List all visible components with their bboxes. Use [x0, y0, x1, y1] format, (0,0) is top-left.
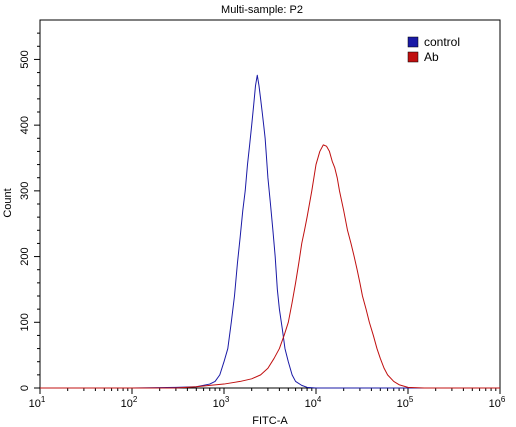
- y-tick-label: 300: [19, 182, 31, 200]
- y-tick-label: 400: [19, 116, 31, 134]
- y-tick-label: 500: [19, 50, 31, 68]
- legend: control Ab: [407, 35, 460, 64]
- axis-ticks: 101 102 103 104 105 106 0 100 200 300 400 500: [19, 32, 506, 410]
- legend-label-control: control: [424, 35, 460, 49]
- series-line-control: [40, 74, 500, 389]
- x-tick-label: 101: [29, 395, 46, 410]
- legend-swatch-ab: [407, 51, 419, 63]
- y-tick-label: 200: [19, 247, 31, 265]
- y-tick-label: 0: [19, 385, 31, 391]
- y-tick-label: 100: [19, 313, 31, 331]
- series-layer: [40, 74, 500, 389]
- legend-label-ab: Ab: [424, 50, 439, 64]
- x-tick-label: 104: [305, 395, 322, 410]
- x-tick-label: 102: [121, 395, 138, 410]
- series-line-ab: [40, 144, 500, 389]
- y-axis-label: Count: [2, 188, 14, 217]
- chart-title: Multi-sample: P2: [221, 4, 303, 16]
- x-tick-label: 106: [489, 395, 506, 410]
- x-tick-label: 105: [397, 395, 414, 410]
- x-axis-label: FITC-A: [252, 415, 288, 427]
- legend-swatch-control: [407, 36, 419, 48]
- x-tick-label: 103: [213, 395, 230, 410]
